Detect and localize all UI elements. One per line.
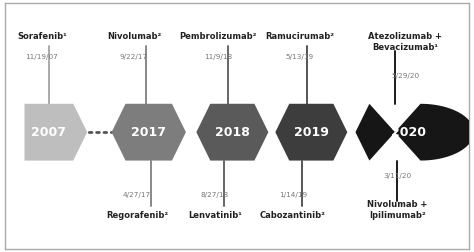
Text: 2017: 2017 bbox=[131, 126, 166, 139]
Text: 3/11/20: 3/11/20 bbox=[383, 173, 411, 179]
Text: 11/9/18: 11/9/18 bbox=[204, 54, 232, 60]
Polygon shape bbox=[196, 104, 268, 161]
Text: Sorafenib¹: Sorafenib¹ bbox=[17, 32, 67, 41]
Text: Regorafenib²: Regorafenib² bbox=[106, 211, 168, 220]
Text: 4/27/17: 4/27/17 bbox=[123, 192, 151, 198]
Text: 11/19/07: 11/19/07 bbox=[26, 54, 58, 60]
Text: 2020: 2020 bbox=[391, 126, 426, 139]
Text: 5/13/19: 5/13/19 bbox=[286, 54, 314, 60]
Text: Ramucirumab²: Ramucirumab² bbox=[265, 32, 334, 41]
Text: Atezolizumab +
Bevacizumab¹: Atezolizumab + Bevacizumab¹ bbox=[368, 32, 442, 52]
Text: Nivolumab²: Nivolumab² bbox=[107, 32, 161, 41]
Polygon shape bbox=[275, 104, 347, 161]
Text: Lenvatinib¹: Lenvatinib¹ bbox=[188, 211, 242, 220]
Text: 9/22/17: 9/22/17 bbox=[120, 54, 148, 60]
Polygon shape bbox=[25, 104, 87, 161]
Text: 2018: 2018 bbox=[215, 126, 250, 139]
Text: 2007: 2007 bbox=[31, 126, 66, 139]
Text: 5/29/20: 5/29/20 bbox=[391, 73, 419, 79]
Text: 8/27/18: 8/27/18 bbox=[201, 192, 229, 198]
Polygon shape bbox=[111, 104, 186, 161]
Text: 1/14/19: 1/14/19 bbox=[279, 192, 307, 198]
Polygon shape bbox=[356, 104, 474, 161]
Text: 2019: 2019 bbox=[294, 126, 329, 139]
Text: Cabozantinib²: Cabozantinib² bbox=[260, 211, 326, 220]
Text: Pembrolizumab²: Pembrolizumab² bbox=[180, 32, 257, 41]
Text: Nivolumab +
Ipilimumab²: Nivolumab + Ipilimumab² bbox=[367, 200, 428, 220]
